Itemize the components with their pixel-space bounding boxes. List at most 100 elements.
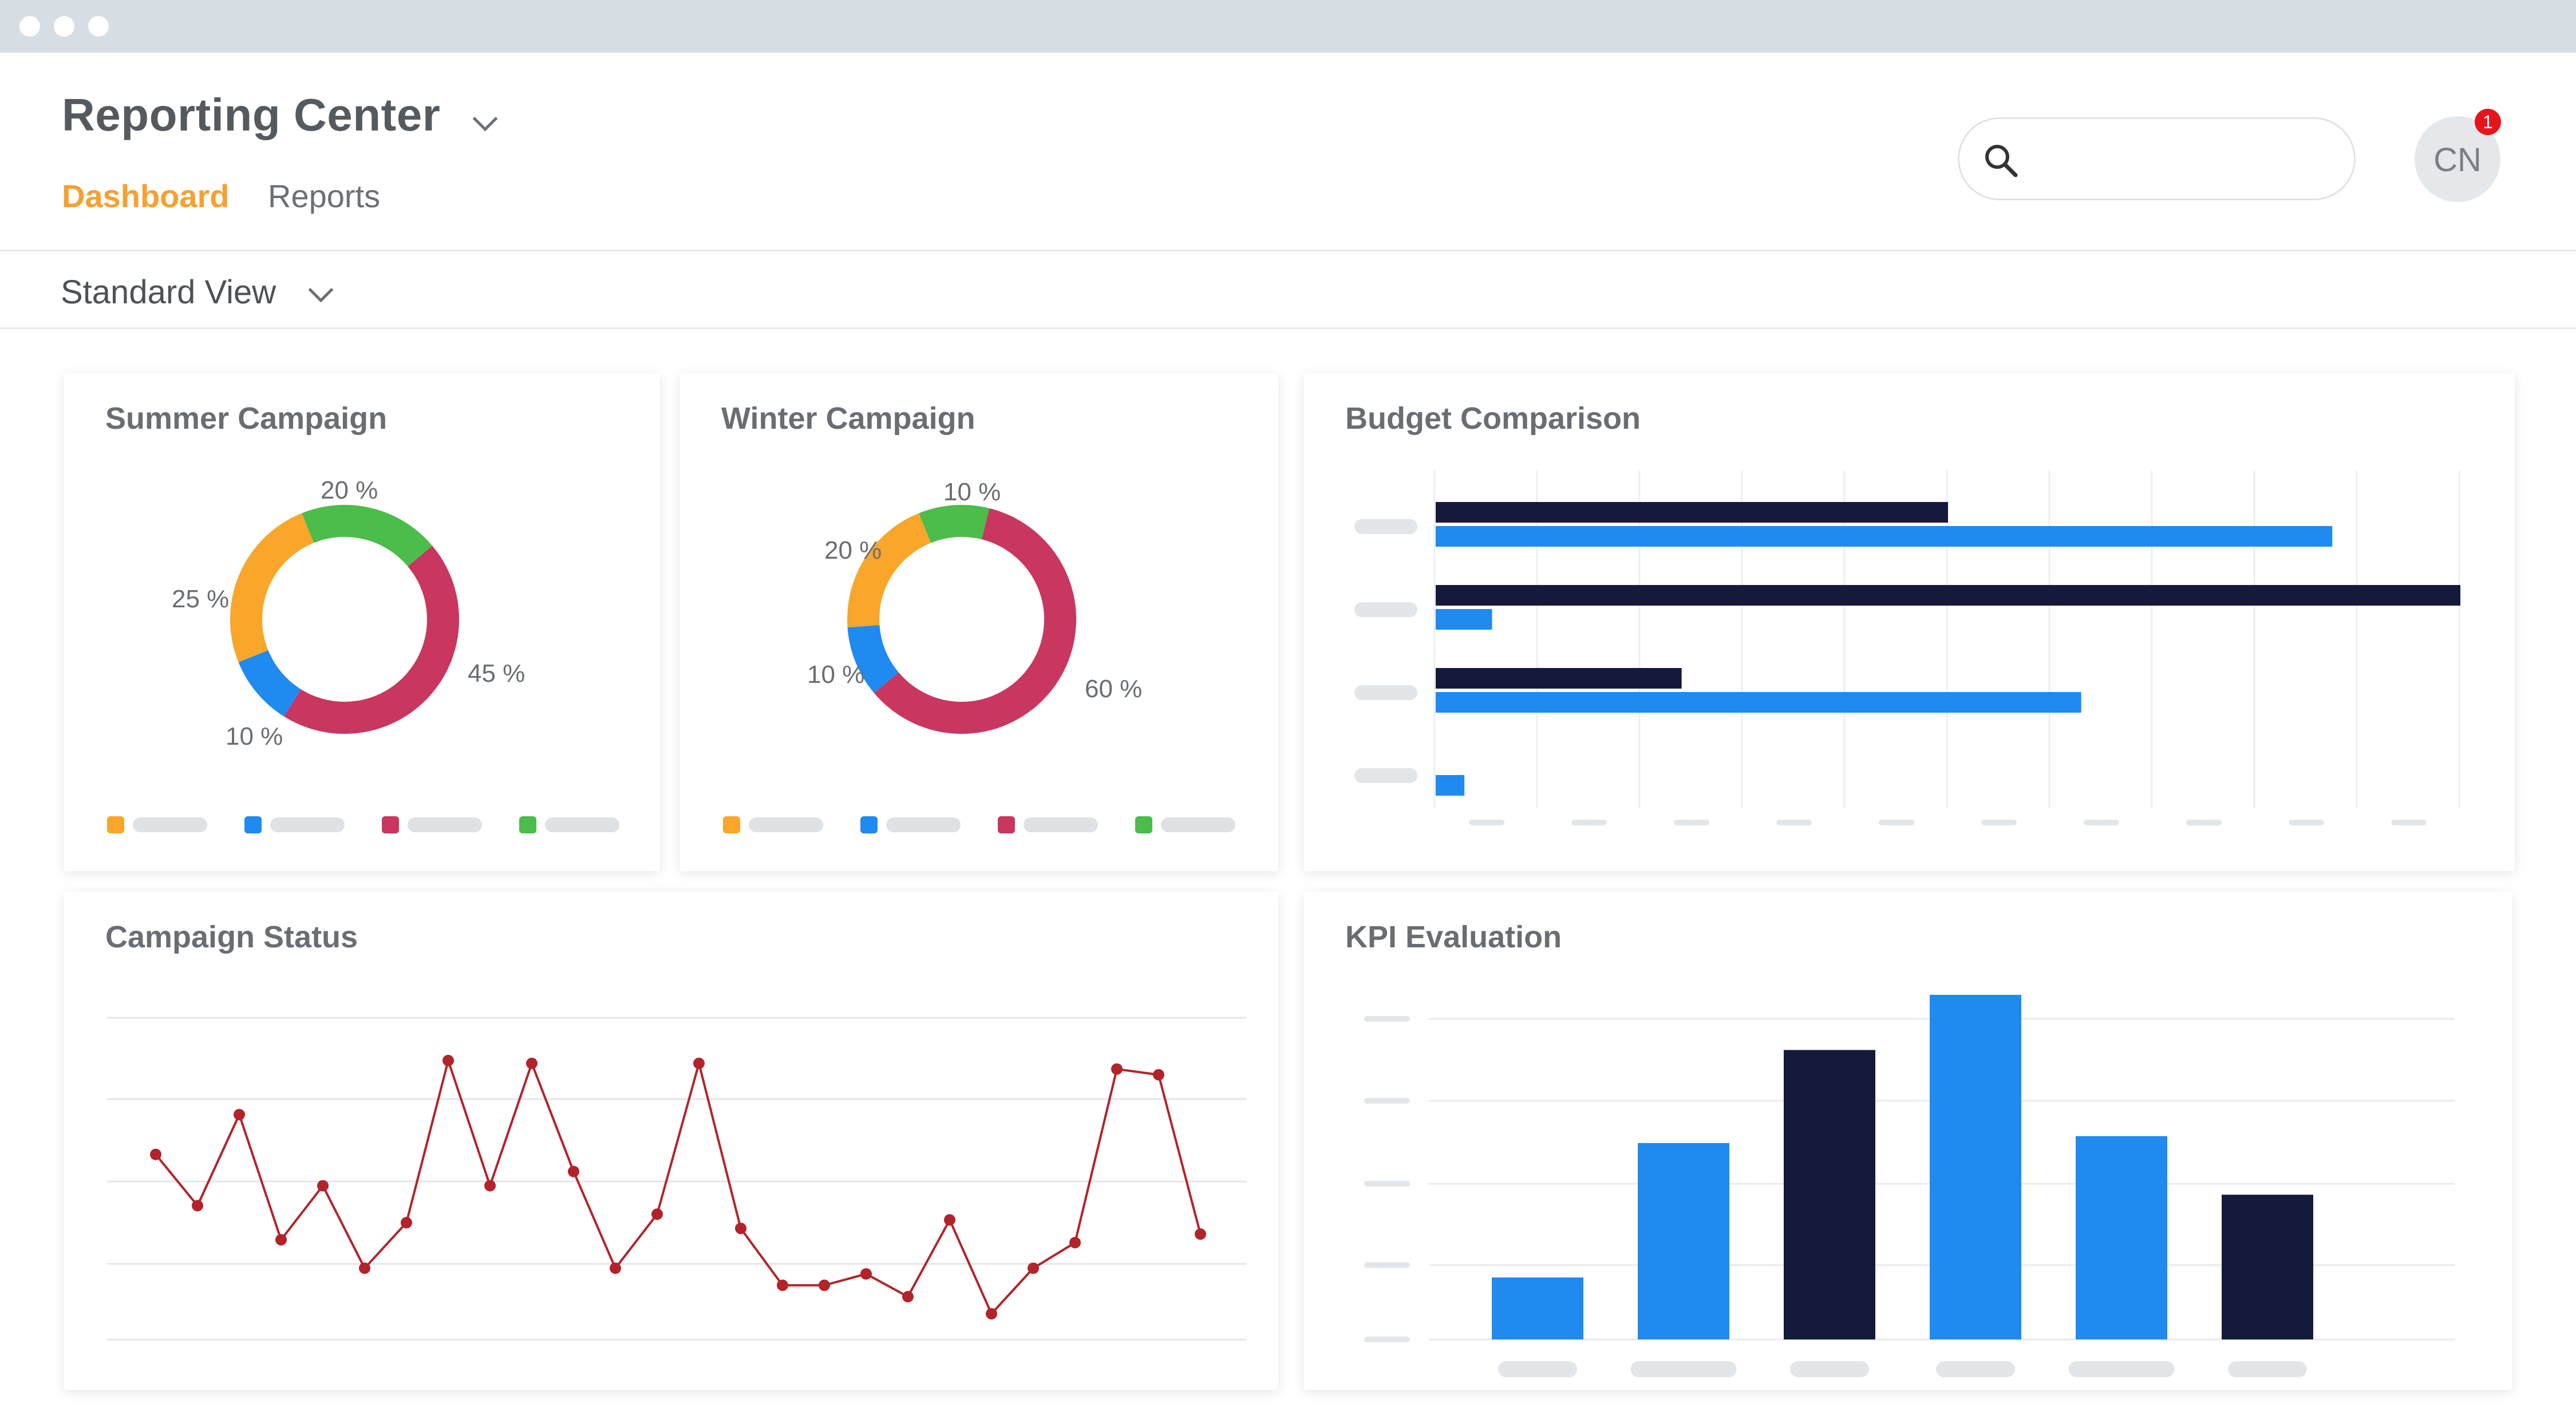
legend-marker [1135,816,1152,833]
slice-label: 20 % [824,536,882,564]
campaign-status-line-chart [107,1017,1246,1341]
category-label-placeholder [2068,1361,2175,1377]
tick-label-placeholder [1879,820,1914,825]
bar [1784,1050,1875,1339]
legend-label-placeholder [1024,817,1098,832]
campaign-status-card: Campaign Status [64,892,1278,1390]
tab-reports[interactable]: Reports [268,178,381,214]
bar [2076,1136,2167,1339]
data-point [401,1217,412,1229]
bar [1436,609,1492,630]
tick-label-placeholder [2289,820,2324,825]
card-title: Campaign Status [105,920,358,954]
data-point [484,1180,496,1192]
budget-comparison-card: Budget Comparison [1304,373,2515,871]
tick-label-placeholder [1776,820,1812,825]
legend-label-placeholder [270,817,345,832]
donut-slice [284,546,459,734]
legend-marker [382,816,399,833]
tick-label-placeholder [1981,820,2017,825]
bar [1436,526,2333,547]
data-point [526,1057,538,1069]
category-label-placeholder [1354,602,1417,617]
notification-badge: 1 [2475,109,2501,135]
legend-marker [998,816,1015,833]
legend-marker [723,816,740,833]
app-title: Reporting Center [62,89,441,140]
legend-label-placeholder [408,817,482,832]
tick-label-placeholder [1364,1181,1410,1187]
chevron-down-icon[interactable] [308,277,334,303]
window-minimize-dot[interactable] [54,16,74,37]
donut-slice [847,625,899,693]
bar [1436,775,1465,796]
data-point [902,1291,914,1303]
tick-label-placeholder [1674,820,1709,825]
bar [1930,995,2021,1339]
card-title: Summer Campaign [105,401,388,436]
tick-label-placeholder [1364,1016,1410,1022]
data-point [777,1279,788,1291]
search-input[interactable] [2045,136,2334,183]
data-point [1153,1069,1164,1081]
legend-label-placeholder [886,817,961,832]
data-point [1111,1063,1123,1075]
data-point [192,1200,203,1212]
slice-label: 25 % [172,585,230,613]
card-title: KPI Evaluation [1345,920,1562,954]
category-label-placeholder [1498,1361,1577,1377]
slice-label: 10 % [226,722,283,750]
bar [1436,502,1948,523]
donut-slice [874,508,1076,734]
data-point [442,1054,454,1066]
data-point [317,1180,329,1192]
category-label-placeholder [2228,1361,2307,1377]
data-point [860,1268,872,1280]
tick-label-placeholder [1364,1337,1410,1342]
chevron-down-icon[interactable] [472,106,498,132]
card-title: Winter Campaign [721,401,975,436]
window-maximize-dot[interactable] [88,16,109,37]
tab-dashboard[interactable]: Dashboard [62,178,230,214]
legend-label-placeholder [1161,817,1235,832]
data-point [610,1262,621,1274]
avatar[interactable]: CN [2415,116,2500,202]
donut-slice [302,505,433,567]
data-point [1195,1228,1206,1240]
bar [1436,668,1682,689]
legend-marker [107,816,124,833]
legend-label-placeholder [749,817,823,832]
bar [2222,1195,2313,1339]
tick-label-placeholder [2186,820,2222,825]
data-point [359,1262,370,1274]
tick-label-placeholder [1469,820,1504,825]
category-label-placeholder [1790,1361,1869,1377]
bar [1638,1143,1729,1339]
view-selector[interactable]: Standard View [61,274,276,311]
data-point [819,1279,830,1291]
data-point [944,1214,955,1226]
slice-label: 20 % [321,476,378,504]
slice-label: 10 % [943,478,1001,506]
kpi-evaluation-card: KPI Evaluation [1304,892,2512,1390]
bar [1436,585,2460,606]
tick-label-placeholder [1571,820,1607,825]
toolbar-divider [0,327,2576,329]
window-title-bar [0,0,2576,53]
avatar-initials: CN [2433,141,2482,179]
data-point [1069,1236,1081,1248]
category-label-placeholder [1630,1361,1737,1377]
category-label-placeholder [1354,685,1417,700]
data-point [150,1148,161,1160]
series-line [155,1056,1202,1316]
bar [1492,1277,1583,1339]
search-icon[interactable] [1981,141,2021,181]
slice-label: 10 % [807,661,865,689]
window-close-dot[interactable] [19,16,40,37]
data-point [234,1109,245,1121]
search-box[interactable] [1958,117,2356,200]
donut-slice [919,505,990,543]
category-label-placeholder [1936,1361,2015,1377]
donut-slice [847,513,931,627]
budget-bar-chart [1354,471,2460,825]
